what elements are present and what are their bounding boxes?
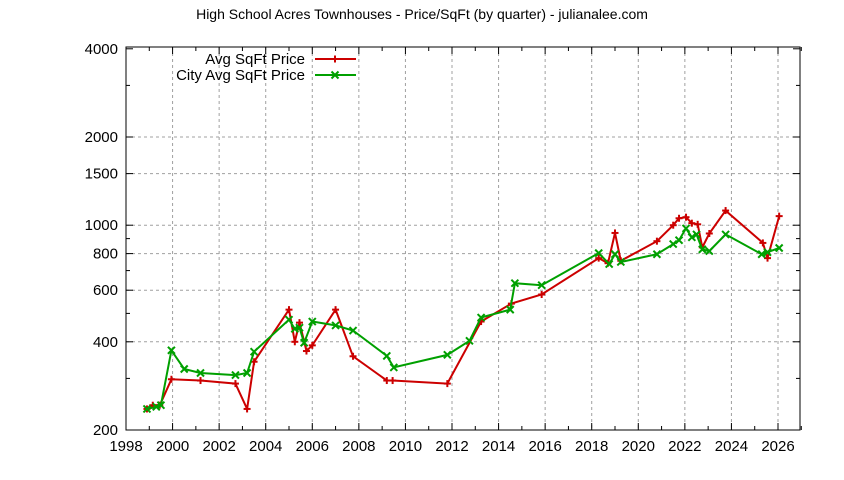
x-tick-label: 2010 xyxy=(389,438,422,455)
plot-frame xyxy=(125,46,801,431)
grid-lines xyxy=(126,47,800,430)
x-tick-label: 2022 xyxy=(668,438,701,455)
y-tick-label: 400 xyxy=(93,334,118,351)
x-tick-label: 2024 xyxy=(715,438,748,455)
series-city-avg-sqft-price xyxy=(142,224,784,414)
x-tick-label: 2014 xyxy=(482,438,515,455)
y-tick-label: 4000 xyxy=(85,41,118,58)
x-tick-label: 2026 xyxy=(761,438,794,455)
x-tick-label: 2000 xyxy=(156,438,189,455)
x-axis: 1998 2000 2002 2004 2006 2008 2010 2012 2014 2016… xyxy=(109,47,802,455)
data-series xyxy=(142,207,784,414)
legend-item: City Avg SqFt Price xyxy=(176,67,356,84)
y-axis: 200 400 600 800 1000 1500 2000 4000 xyxy=(85,41,800,439)
legend-label: Avg SqFt Price xyxy=(205,51,305,68)
legend-label: City Avg SqFt Price xyxy=(176,67,305,84)
x-tick-label: 1998 xyxy=(109,438,142,455)
legend-item: Avg SqFt Price xyxy=(205,51,356,68)
y-tick-label: 200 xyxy=(93,422,118,439)
x-tick-label: 2016 xyxy=(528,438,561,455)
x-tick-label: 2004 xyxy=(249,438,282,455)
y-tick-label: 1500 xyxy=(85,166,118,183)
series-avg-sqft-price xyxy=(143,207,783,413)
x-tick-label: 2006 xyxy=(296,438,329,455)
y-tick-label: 2000 xyxy=(85,129,118,146)
x-tick-label: 2020 xyxy=(622,438,655,455)
x-tick-label: 2018 xyxy=(575,438,608,455)
y-tick-label: 600 xyxy=(93,282,118,299)
chart-title: High School Acres Townhouses - Price/SqF… xyxy=(196,6,648,22)
x-tick-label: 2012 xyxy=(435,438,468,455)
y-tick-label: 1000 xyxy=(85,217,118,234)
x-tick-label: 2008 xyxy=(342,438,375,455)
x-tick-label: 2002 xyxy=(202,438,235,455)
y-tick-label: 800 xyxy=(93,246,118,263)
